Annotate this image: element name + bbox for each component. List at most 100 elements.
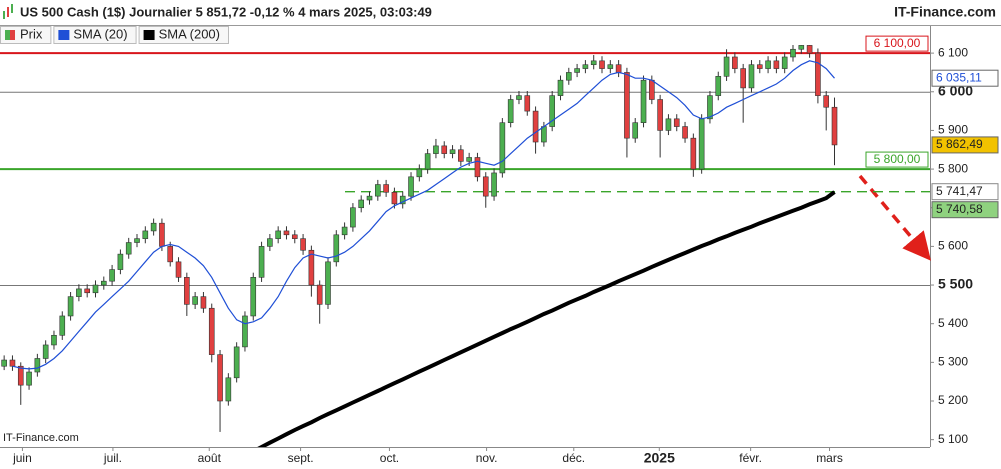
x-tick-label: déc. — [562, 451, 585, 465]
level-label-box — [865, 35, 929, 52]
sma-line — [12, 60, 835, 370]
candle-body — [291, 234, 298, 239]
y-tick-label: 6 100 — [938, 45, 968, 59]
candle-body — [624, 72, 630, 139]
value-box-label: 6 035,11 — [936, 70, 982, 84]
candle-body — [283, 230, 290, 236]
candle-body — [84, 288, 90, 294]
candle-body — [366, 195, 373, 201]
candle-body — [375, 184, 381, 197]
level-label: 5 800,00 — [874, 152, 921, 166]
candle-body — [316, 284, 323, 305]
candle-body — [399, 195, 406, 205]
candle-body — [192, 296, 198, 305]
candle-body — [640, 79, 647, 123]
y-tick-label: 5 300 — [938, 355, 968, 369]
candle-body — [649, 79, 655, 100]
forecast-arrow — [858, 174, 931, 261]
candle-body — [549, 95, 555, 127]
candle-body — [26, 371, 32, 386]
candle-body — [682, 126, 688, 139]
x-tick-label: 2025 — [644, 450, 675, 466]
candle-body — [507, 99, 514, 123]
candle-body — [831, 106, 838, 146]
candle-body — [167, 246, 174, 263]
candle-body — [557, 79, 564, 96]
candle-body — [67, 296, 74, 317]
header-bar — [0, 0, 1001, 25]
legend-label: Prix — [20, 26, 43, 41]
candle-body — [76, 288, 82, 297]
candle-body — [350, 207, 356, 228]
brand: IT-Finance.com — [894, 4, 996, 20]
candle-body — [42, 344, 49, 359]
candle-body — [17, 365, 24, 386]
candle-body — [615, 64, 622, 73]
candle-body — [267, 238, 273, 247]
header-icon — [3, 4, 13, 19]
candle-body — [175, 261, 182, 278]
candle-body — [34, 358, 41, 373]
value-box — [931, 136, 999, 154]
candle-body — [532, 110, 539, 143]
candle-body — [383, 184, 389, 193]
candle-body — [408, 176, 414, 197]
candle-body — [416, 168, 423, 178]
candle-body — [325, 261, 331, 305]
candle-body — [698, 118, 705, 170]
candle-body — [433, 145, 439, 154]
candle-body — [798, 45, 805, 50]
x-tick-label: août — [198, 451, 222, 465]
x-tick-label: juil. — [103, 451, 122, 465]
candle-body — [208, 307, 215, 355]
candle-body — [565, 72, 572, 81]
candle-body — [1, 359, 7, 367]
candle-body — [499, 122, 506, 174]
candle-body — [441, 145, 448, 154]
candle-body — [225, 377, 232, 402]
x-tick-label: juin — [12, 451, 32, 465]
y-tick-label: 5 500 — [938, 276, 973, 292]
y-tick-label: 5 900 — [938, 123, 968, 137]
candle-body — [823, 95, 830, 108]
candle-body — [100, 280, 107, 286]
legend-entry — [138, 26, 229, 44]
candle-body — [358, 199, 365, 209]
y-tick-label: 5 400 — [938, 316, 968, 330]
candle-body — [740, 68, 746, 89]
candle-body — [341, 226, 348, 236]
candle-body — [142, 230, 149, 239]
value-box — [931, 201, 999, 219]
legend-swatch — [10, 30, 15, 40]
candle-body — [9, 359, 16, 367]
dashed-level-label: 5 741,47 — [936, 184, 983, 198]
candle-body — [516, 95, 522, 100]
candle-body — [92, 284, 99, 294]
candle-body — [756, 64, 763, 69]
candle-body — [673, 118, 680, 127]
header-title: US 500 Cash (1$) Journalier 5 851,72 -0,… — [20, 4, 432, 19]
candle-body — [159, 222, 165, 247]
candle-body — [449, 149, 456, 154]
candle-body — [765, 60, 771, 69]
legend-label: SMA (20) — [73, 26, 127, 41]
candle-body — [657, 99, 663, 131]
candle-body — [250, 277, 257, 317]
candle-body — [117, 253, 124, 270]
candle-body — [491, 172, 497, 197]
candle-body — [715, 76, 722, 96]
candle-body — [690, 137, 697, 170]
candle-body — [590, 60, 597, 66]
candle-body — [732, 56, 738, 69]
x-tick-label: févr. — [739, 451, 762, 465]
candle-body — [275, 230, 281, 239]
y-tick-label: 5 200 — [938, 393, 968, 407]
candle-body — [466, 157, 472, 162]
value-box-label: 5 740,58 — [936, 202, 983, 216]
watermark: IT-Finance.com — [3, 432, 79, 444]
candle-body — [574, 68, 580, 73]
candle-body — [109, 269, 115, 282]
legend-entry — [53, 26, 137, 44]
